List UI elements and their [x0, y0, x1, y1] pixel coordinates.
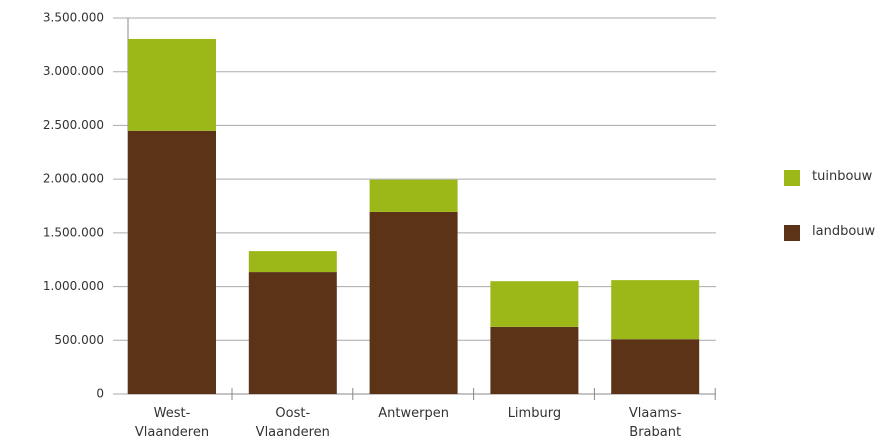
legend-swatch — [784, 225, 800, 241]
x-tick-label: Vlaams-Brabant — [628, 406, 682, 440]
x-tick-label: West-Vlaanderen — [134, 406, 210, 440]
bar-segment — [128, 38, 216, 131]
bar-segment — [369, 211, 458, 394]
y-tick-label: 2.000.000 — [43, 172, 104, 186]
legend-label: tuinbouw — [812, 169, 873, 184]
x-tick-label: Limburg — [507, 406, 562, 421]
bar-segment — [369, 179, 458, 212]
x-tick-label: Oost-Vlaanderen — [255, 406, 330, 440]
bar-segment — [490, 281, 579, 327]
bar-segment — [128, 130, 216, 395]
y-tick-label: 2.500.000 — [43, 118, 104, 132]
y-tick-label: 500.000 — [54, 333, 104, 347]
legend-swatch — [784, 170, 800, 186]
y-tick-label: 1.000.000 — [43, 279, 104, 293]
y-tick-label: 0 — [96, 387, 104, 401]
x-tick-label: Antwerpen — [378, 406, 449, 421]
y-tick-label: 1.500.000 — [43, 225, 104, 239]
legend-label: landbouw — [812, 224, 876, 239]
bar-segment — [490, 326, 579, 394]
bar-segment — [611, 280, 700, 340]
bar-segment — [611, 339, 700, 394]
y-tick-label: 3.500.000 — [43, 11, 104, 25]
bar-segment — [248, 272, 337, 394]
y-tick-label: 3.000.000 — [43, 64, 104, 78]
bar-segment — [248, 251, 337, 273]
